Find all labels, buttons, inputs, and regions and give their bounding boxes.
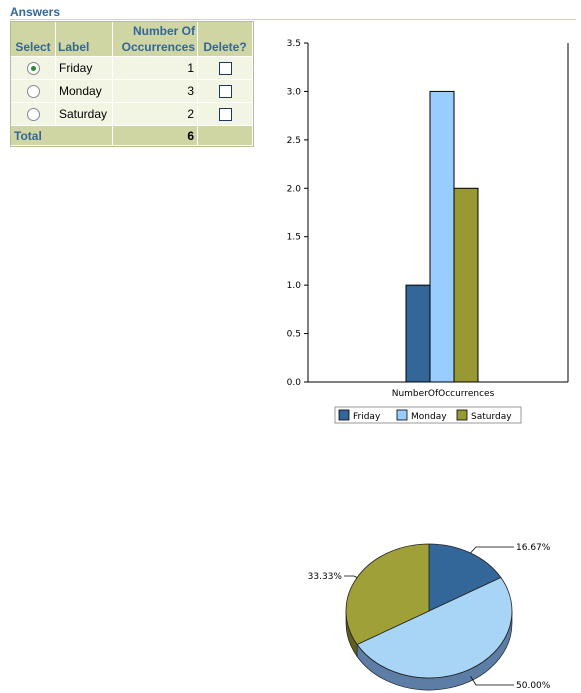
total-empty-cell	[198, 126, 253, 146]
bar-friday	[405, 284, 431, 383]
legend-swatch-friday	[338, 409, 350, 421]
pie-chart: 16.67% 50.00% 33.33%	[308, 543, 551, 691]
chart-legend: Friday Monday Saturday	[334, 406, 522, 424]
table-row: Friday 1	[11, 57, 253, 80]
label-cell: Monday	[56, 80, 113, 103]
delete-cell	[198, 103, 253, 126]
y-tick-label: 2.5	[287, 136, 301, 146]
total-value: 6	[113, 126, 198, 146]
select-radio-monday[interactable]	[26, 85, 40, 99]
table-header-row: Select Label Number Of Occurrences Delet…	[11, 22, 253, 57]
header-number-of-occurrences: Number Of Occurrences	[113, 22, 198, 57]
header-number-line1: Number Of	[132, 24, 195, 38]
pie-leader-line	[470, 546, 514, 554]
pie-slice-monday	[356, 576, 513, 679]
pie-slice-friday	[428, 543, 502, 612]
delete-cell	[198, 57, 253, 80]
bar-monday	[429, 90, 455, 383]
y-tick-label: 1.0	[287, 281, 302, 291]
total-row: Total 6	[11, 126, 253, 146]
legend-label-monday: Monday	[411, 412, 447, 422]
y-tick-label: 0.5	[287, 330, 301, 340]
pie-leader-line	[344, 575, 358, 578]
legend-swatch-saturday	[456, 409, 468, 421]
count-cell: 3	[113, 80, 198, 103]
section-divider	[10, 19, 576, 20]
legend-box	[334, 406, 522, 424]
delete-checkbox-monday[interactable]	[218, 85, 232, 99]
header-delete: Delete?	[198, 22, 253, 57]
select-cell	[11, 80, 56, 103]
y-tick-label: 0.0	[287, 378, 302, 388]
table-row: Monday 3	[11, 80, 253, 103]
legend-swatch-monday	[396, 409, 408, 421]
y-tick-label: 3.0	[287, 87, 302, 97]
select-radio-friday[interactable]	[26, 62, 40, 76]
y-tick-label: 1.5	[287, 233, 301, 243]
select-cell	[11, 57, 56, 80]
table-row: Saturday 2	[11, 103, 253, 126]
pie-slice-saturday	[345, 543, 430, 646]
label-cell: Saturday	[56, 103, 113, 126]
x-category-label: NumberOfOccurrences	[392, 389, 495, 399]
bar-chart: 0.0 0.5 1.0 1.5 2.0 2.5 3.0 3.5 NumberOfOccurren…	[287, 39, 569, 424]
label-cell: Friday	[56, 57, 113, 80]
delete-checkbox-friday[interactable]	[218, 62, 232, 76]
select-cell	[11, 103, 56, 126]
pie-label-saturday: 33.33%	[308, 572, 343, 582]
header-label: Label	[56, 22, 113, 57]
pie-leader-line	[470, 676, 514, 686]
section-title: Answers	[10, 5, 61, 19]
count-cell: 1	[113, 57, 198, 80]
y-tick-label: 3.5	[287, 39, 301, 49]
count-cell: 2	[113, 103, 198, 126]
bar-saturday	[453, 187, 479, 383]
pie-label-friday: 16.67%	[516, 543, 551, 553]
delete-checkbox-saturday[interactable]	[218, 108, 232, 122]
legend-label-saturday: Saturday	[471, 412, 512, 422]
total-label: Total	[11, 126, 113, 146]
pie-label-monday: 50.00%	[516, 681, 551, 691]
header-number-line2: Occurrences	[121, 40, 195, 54]
select-radio-saturday[interactable]	[26, 108, 40, 122]
legend-label-friday: Friday	[353, 412, 381, 422]
header-select: Select	[11, 22, 56, 57]
answers-table: Select Label Number Of Occurrences Delet…	[10, 21, 254, 147]
delete-cell	[198, 80, 253, 103]
y-tick-label: 2.0	[287, 184, 302, 194]
